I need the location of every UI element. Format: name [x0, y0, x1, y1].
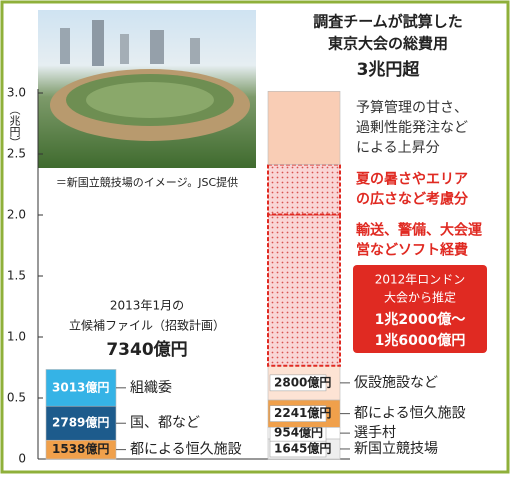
value-label: 3013億円 [52, 379, 109, 394]
callout-text: 1兆6000億円 [375, 332, 466, 349]
segment-name: 輸送、警備、大会運 [356, 222, 482, 239]
bar-segment [45, 405, 117, 441]
value-label: 2800億円 [274, 374, 331, 389]
callout [353, 265, 487, 353]
y-tick-label: 3.0 [7, 86, 26, 100]
y-tick-label: 0 [18, 452, 26, 466]
callout-text: 1兆2000億～ [375, 311, 466, 328]
photo [38, 10, 256, 168]
segment-name: 組織委 [130, 380, 172, 396]
bar-total: 3兆円超 [357, 59, 421, 80]
value-label: 2241億円 [274, 405, 331, 420]
segment-name: 都による恒久施設 [354, 406, 466, 422]
value-label-box [269, 374, 327, 392]
segment-name: による上昇分 [356, 140, 440, 156]
bar-heading: 立候補ファイル（招致計画） [69, 318, 225, 333]
segment-name: 都による恒久施設 [130, 442, 242, 458]
y-tick-label: 1.5 [7, 269, 26, 283]
y-tick-label: 0.5 [7, 391, 26, 405]
bar-segment [45, 369, 117, 407]
y-axis-label: （兆円） [8, 104, 21, 148]
photo-caption: ＝新国立競技場のイメージ。JSC提供 [56, 175, 238, 189]
segment-name: 営などソフト経費 [356, 242, 468, 259]
y-tick-label: 1.0 [7, 330, 26, 344]
bar-segment [267, 90, 341, 165]
callout-text: 大会から推定 [384, 290, 456, 305]
y-tick-label: 2.5 [7, 147, 26, 161]
segment-name: の広さなど考慮分 [356, 191, 469, 208]
value-label: 2789億円 [52, 415, 109, 430]
left-heading-box [38, 292, 256, 364]
bar-segment [267, 213, 341, 367]
segment-name: 過剰性能発注など [356, 120, 468, 136]
segment-name: 仮設施設など [354, 375, 438, 391]
y-tick-label: 2.0 [7, 208, 26, 222]
value-label: 954億円 [274, 425, 323, 440]
segment-name: 夏の暑さやエリア [356, 171, 468, 188]
bar-heading: 2013年1月の [110, 299, 184, 313]
segment-name: 新国立競技場 [354, 441, 438, 457]
segment-name: 予算管理の甘さ、 [356, 100, 468, 116]
value-label: 1645億円 [274, 440, 331, 455]
bar-segment [267, 163, 341, 216]
value-label-box [269, 405, 327, 422]
bar-heading: 東京大会の総費用 [328, 35, 448, 53]
bar-heading: 調査チームが試算した [313, 13, 463, 31]
segment-name: 国、都など [130, 415, 200, 431]
segment-name: 選手村 [354, 425, 396, 441]
value-label: 1538億円 [52, 441, 109, 456]
callout-text: 2012年ロンドン [375, 273, 466, 287]
bar-total: 7340億円 [106, 339, 187, 360]
